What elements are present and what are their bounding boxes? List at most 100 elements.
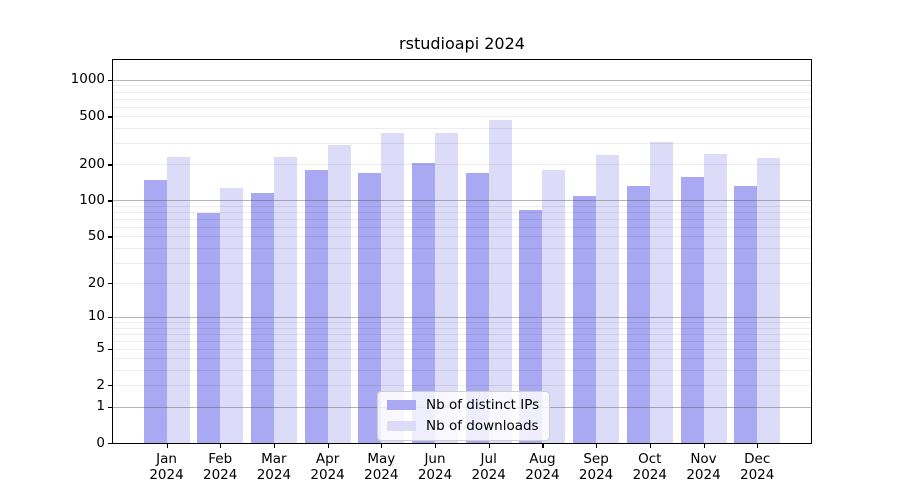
bar-oct-distinct-ips <box>626 186 650 443</box>
bar-may-downloads <box>381 133 405 443</box>
x-tick-label-mar: Mar 2024 <box>256 451 292 483</box>
legend-label-distinct-ips: Nb of distinct IPs <box>426 397 540 413</box>
bar-jun-downloads <box>435 133 458 443</box>
gridline-minor <box>113 247 811 249</box>
x-tick-label-nov: Nov 2024 <box>686 451 721 483</box>
bar-apr-downloads <box>327 144 351 443</box>
bar-oct-downloads <box>649 142 673 443</box>
gridline-minor <box>113 218 811 220</box>
legend-item-distinct-ips: Nb of distinct IPs <box>387 397 539 413</box>
y-tick-mark <box>108 406 112 408</box>
x-tick-mark <box>488 444 490 448</box>
y-tick-label: 20 <box>87 274 105 291</box>
y-tick-mark <box>108 348 112 351</box>
x-tick-mark <box>381 444 383 448</box>
x-tick-mark <box>327 444 329 448</box>
y-tick-label: 0 <box>96 434 105 451</box>
bar-jun-distinct-ips <box>412 162 435 443</box>
y-tick-mark <box>108 283 112 285</box>
x-tick-mark <box>649 444 651 448</box>
legend: Nb of distinct IPs Nb of downloads <box>377 391 551 441</box>
gridline-minor <box>113 340 811 342</box>
grid-layer <box>113 60 811 443</box>
bar-may-distinct-ips <box>358 172 382 443</box>
bar-mar-downloads <box>273 157 297 443</box>
x-tick-label-may: May 2024 <box>364 451 399 483</box>
x-tick-label-jun: Jun 2024 <box>417 451 453 483</box>
gridline-minor <box>113 128 811 130</box>
bar-jul-distinct-ips <box>465 172 489 443</box>
bar-sep-distinct-ips <box>573 195 597 443</box>
gridline-minor <box>113 327 811 329</box>
gridline-minor <box>113 348 811 350</box>
y-tick-mark <box>108 200 112 202</box>
x-tick-mark <box>273 444 276 448</box>
plot-area: Nb of distinct IPs Nb of downloads <box>112 59 812 444</box>
x-tick-label-dec: Dec 2024 <box>740 451 775 483</box>
gridline-major <box>113 200 811 202</box>
legend-item-downloads: Nb of downloads <box>387 418 539 434</box>
bar-jan-distinct-ips <box>143 180 167 443</box>
x-tick-label-feb: Feb 2024 <box>203 451 238 483</box>
x-tick-label-jul: Jul 2024 <box>471 451 506 483</box>
y-tick-mark <box>108 316 112 319</box>
x-tick-mark <box>220 444 222 448</box>
legend-swatch-downloads <box>387 421 416 431</box>
x-tick-mark <box>542 444 544 448</box>
bar-sep-downloads <box>596 154 620 443</box>
x-tick-label-apr: Apr 2024 <box>310 451 345 483</box>
chart-title: rstudioapi 2024 <box>399 34 525 53</box>
y-tick-label: 5 <box>96 340 105 357</box>
gridline-minor <box>113 385 811 387</box>
bar-aug-distinct-ips <box>519 209 543 443</box>
bar-nov-downloads <box>703 153 727 443</box>
bar-mar-distinct-ips <box>250 193 274 443</box>
y-tick-mark <box>108 116 112 118</box>
x-tick-mark <box>757 444 759 448</box>
y-tick-label: 500 <box>79 107 105 124</box>
gridline-major <box>113 79 811 81</box>
x-tick-label-sep: Sep 2024 <box>578 451 614 483</box>
gridline-minor <box>113 226 811 228</box>
gridline-minor <box>113 98 811 100</box>
y-tick-label: 1000 <box>70 71 105 88</box>
gridline-minor <box>113 333 811 335</box>
gridline-minor <box>113 262 811 264</box>
x-tick-label-aug: Aug 2024 <box>525 451 560 483</box>
gridline-minor <box>113 322 811 323</box>
gridline-minor <box>113 91 811 93</box>
y-tick-mark <box>108 236 112 238</box>
x-tick-label-oct: Oct 2024 <box>632 451 667 483</box>
bar-jan-downloads <box>166 157 190 443</box>
legend-label-downloads: Nb of downloads <box>426 418 539 434</box>
gridline-minor <box>113 283 811 284</box>
gridline-minor <box>113 106 811 108</box>
bar-dec-distinct-ips <box>734 186 758 443</box>
x-tick-mark <box>166 444 168 448</box>
legend-swatch-distinct-ips <box>387 400 416 410</box>
bar-nov-distinct-ips <box>680 176 704 443</box>
gridline-minor <box>113 370 811 372</box>
bar-aug-downloads <box>542 170 566 443</box>
y-tick-mark <box>108 79 112 82</box>
y-tick-mark <box>108 385 112 387</box>
bars-layer <box>113 60 811 443</box>
bar-jul-downloads <box>488 119 512 443</box>
y-tick-label: 100 <box>79 191 105 208</box>
gridline-minor <box>113 143 811 145</box>
gridline-minor <box>113 212 811 214</box>
bar-dec-downloads <box>757 158 781 443</box>
x-tick-label-jan: Jan 2024 <box>149 451 184 483</box>
x-tick-mark <box>596 444 598 448</box>
y-tick-mark <box>108 443 112 445</box>
bar-feb-downloads <box>220 188 244 443</box>
y-tick-label: 10 <box>87 308 105 325</box>
bar-apr-distinct-ips <box>304 170 328 443</box>
bar-feb-distinct-ips <box>197 213 221 443</box>
gridline-minor <box>113 164 811 166</box>
x-tick-mark <box>703 444 705 448</box>
y-tick-label: 2 <box>96 376 105 393</box>
gridline-minor <box>113 358 811 360</box>
y-tick-label: 50 <box>87 227 105 244</box>
